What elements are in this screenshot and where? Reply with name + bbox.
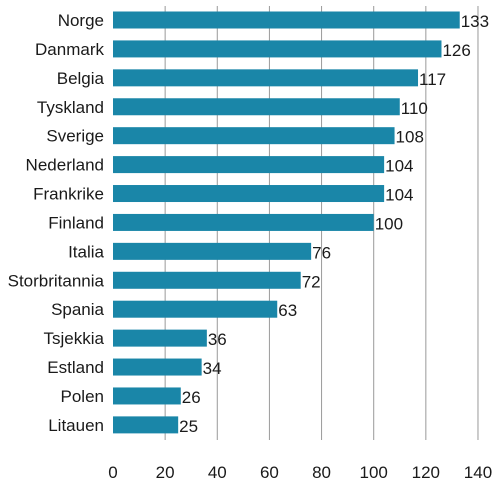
value-label-litauen: 25 — [179, 417, 198, 436]
bar-nederland — [113, 156, 385, 174]
bar-spania — [113, 300, 278, 318]
category-labels: Norge Danmark Belgia Tyskland Sverige Nederla… — [8, 11, 105, 435]
category-label-storbritannia: Storbritannia — [8, 271, 105, 290]
value-label-danmark: 126 — [442, 41, 470, 60]
value-label-estland: 34 — [203, 359, 222, 378]
category-label-litauen: Litauen — [48, 416, 104, 435]
value-label-norge: 133 — [461, 12, 489, 31]
value-label-storbritannia: 72 — [302, 272, 321, 291]
value-label-finland: 100 — [375, 214, 403, 233]
value-label-frankrike: 104 — [385, 186, 413, 205]
bar-danmark — [113, 40, 442, 58]
value-label-sverige: 108 — [396, 128, 424, 147]
x-tick-label-120: 120 — [412, 463, 440, 482]
bar-tsjekkia — [113, 329, 207, 347]
value-label-tyskland: 110 — [401, 99, 428, 118]
x-tick-label-20: 20 — [156, 463, 175, 482]
bar-tyskland — [113, 98, 400, 116]
value-label-spania: 63 — [278, 301, 297, 320]
value-label-italia: 76 — [312, 243, 331, 262]
x-tick-label-140: 140 — [464, 463, 492, 482]
category-label-belgia: Belgia — [57, 69, 105, 88]
category-label-norge: Norge — [58, 11, 104, 30]
category-label-tyskland: Tyskland — [37, 98, 104, 117]
category-label-estland: Estland — [47, 358, 104, 377]
category-label-nederland: Nederland — [26, 156, 104, 175]
bar-finland — [113, 213, 374, 231]
bar-polen — [113, 387, 181, 405]
bar-frankrike — [113, 185, 385, 203]
x-axis-tick-labels: 0 20 40 60 80 100 120 140 — [108, 463, 492, 482]
x-tick-label-60: 60 — [260, 463, 279, 482]
value-label-belgia: 117 — [419, 70, 446, 89]
category-label-finland: Finland — [48, 213, 104, 232]
category-label-tsjekkia: Tsjekkia — [44, 329, 105, 348]
bar-litauen — [113, 416, 179, 434]
bar-belgia — [113, 69, 419, 87]
x-tick-label-0: 0 — [108, 463, 117, 482]
bar-italia — [113, 242, 312, 260]
category-label-danmark: Danmark — [35, 40, 104, 59]
value-label-polen: 26 — [182, 388, 201, 407]
x-tick-label-80: 80 — [312, 463, 331, 482]
bar-estland — [113, 358, 202, 376]
bar-norge — [113, 11, 460, 29]
value-label-tsjekkia: 36 — [208, 330, 227, 349]
bars — [113, 11, 460, 434]
category-label-frankrike: Frankrike — [33, 185, 104, 204]
value-label-nederland: 104 — [385, 157, 413, 176]
category-label-polen: Polen — [61, 387, 104, 406]
bar-sverige — [113, 127, 395, 145]
category-label-sverige: Sverige — [46, 127, 104, 146]
x-tick-label-100: 100 — [360, 463, 388, 482]
category-label-italia: Italia — [68, 242, 104, 261]
bar-storbritannia — [113, 271, 301, 289]
x-tick-label-40: 40 — [208, 463, 227, 482]
category-label-spania: Spania — [51, 300, 104, 319]
